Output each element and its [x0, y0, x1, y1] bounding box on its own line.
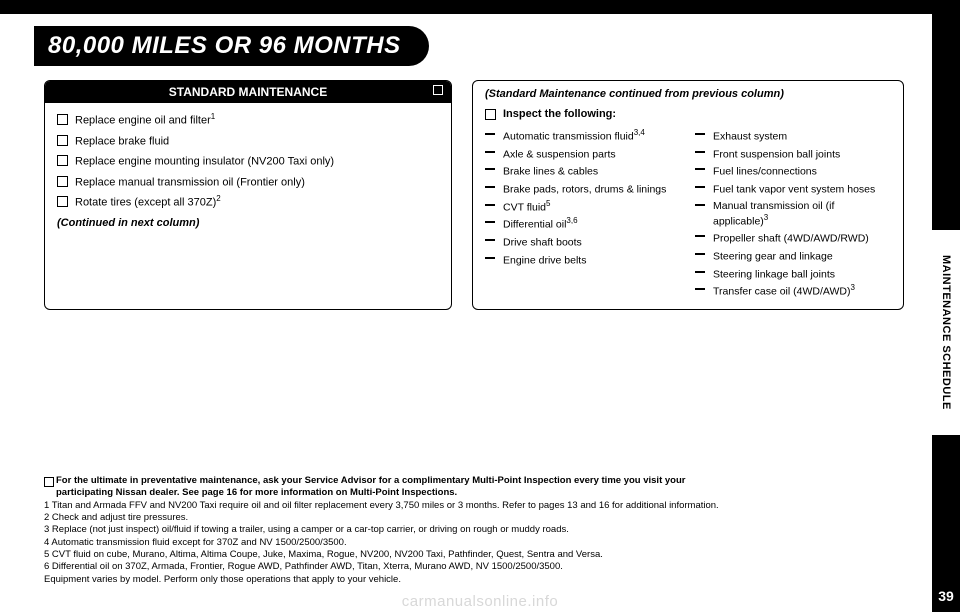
list-item: Rotate tires (except all 370Z)2 — [57, 193, 439, 212]
inspect-col1: Automatic transmission fluid3,4 Axle & s… — [485, 126, 681, 301]
item-text: Replace engine oil and filter — [75, 115, 211, 127]
list-item: Brake pads, rotors, drums & linings — [485, 181, 681, 197]
footnote: 4 Automatic transmission fluid except fo… — [44, 537, 904, 549]
item-text: Rotate tires (except all 370Z) — [75, 197, 216, 209]
inspect-box: (Standard Maintenance continued from pre… — [472, 80, 904, 310]
standard-maintenance-box: STANDARD MAINTENANCE Replace engine oil … — [44, 80, 452, 310]
list-item: Transfer case oil (4WD/AWD)3 — [695, 283, 891, 299]
list-item: Steering gear and linkage — [695, 248, 891, 264]
list-item: Fuel lines/connections — [695, 163, 891, 179]
item-text: Propeller shaft (4WD/AWD/RWD) — [713, 233, 869, 245]
list-item: Exhaust system — [695, 128, 891, 144]
footnote: 3 Replace (not just inspect) oil/fluid i… — [44, 524, 904, 536]
footnote: Equipment varies by model. Perform only … — [44, 574, 904, 586]
footnote: 1 Titan and Armada FFV and NV200 Taxi re… — [44, 500, 904, 512]
list-item: Front suspension ball joints — [695, 146, 891, 162]
item-text: Brake pads, rotors, drums & linings — [503, 183, 666, 195]
item-sup: 3 — [764, 213, 768, 222]
content-area: STANDARD MAINTENANCE Replace engine oil … — [44, 80, 904, 310]
footnote: 2 Check and adjust tire pressures. — [44, 512, 904, 524]
list-item: Differential oil3,6 — [485, 216, 681, 232]
item-sup: 2 — [216, 194, 220, 203]
footnotes: For the ultimate in preventative mainten… — [44, 475, 904, 586]
item-text: Engine drive belts — [503, 254, 586, 266]
inspect-columns: Automatic transmission fluid3,4 Axle & s… — [485, 126, 891, 301]
footnote-lead2: participating Nissan dealer. See page 16… — [44, 487, 904, 499]
item-text: Steering linkage ball joints — [713, 268, 835, 280]
item-sup: 5 — [546, 199, 550, 208]
inspect-body: (Standard Maintenance continued from pre… — [473, 81, 903, 309]
inspect-header: Inspect the following: — [485, 107, 891, 123]
footnote-lead1: For the ultimate in preventative mainten… — [44, 475, 904, 487]
list-item: Engine drive belts — [485, 252, 681, 268]
item-text: Differential oil — [503, 219, 566, 231]
list-item: Manual transmission oil (if applicable)3 — [695, 199, 891, 229]
standard-maintenance-header: STANDARD MAINTENANCE — [45, 81, 451, 103]
page-number: 39 — [935, 588, 957, 604]
footnote: 5 CVT fluid on cube, Murano, Altima, Alt… — [44, 549, 904, 561]
item-sup: 1 — [211, 112, 215, 121]
list-item: Fuel tank vapor vent system hoses — [695, 181, 891, 197]
list-item: Replace manual transmission oil (Frontie… — [57, 173, 439, 192]
list-item: Automatic transmission fluid3,4 — [485, 128, 681, 144]
item-text: Replace engine mounting insulator (NV200… — [75, 156, 334, 168]
item-text: Replace manual transmission oil (Frontie… — [75, 176, 305, 188]
list-item: Drive shaft boots — [485, 234, 681, 250]
item-text: Fuel lines/connections — [713, 166, 817, 178]
list-item: Axle & suspension parts — [485, 146, 681, 162]
item-text: Manual transmission oil (if applicable) — [713, 200, 834, 228]
right-bar: MAINTENANCE SCHEDULE 39 — [932, 0, 960, 612]
list-item: Replace brake fluid — [57, 132, 439, 151]
standard-maintenance-header-text: STANDARD MAINTENANCE — [169, 85, 327, 99]
list-item: Brake lines & cables — [485, 163, 681, 179]
inspect-col2: Exhaust system Front suspension ball joi… — [695, 126, 891, 301]
list-item: CVT fluid5 — [485, 199, 681, 215]
vertical-tab: MAINTENANCE SCHEDULE — [932, 230, 960, 435]
watermark: carmanualsonline.info — [402, 593, 558, 610]
list-item: Replace engine oil and filter1 — [57, 111, 439, 130]
item-sup: 3 — [851, 283, 855, 292]
footnote: 6 Differential oil on 370Z, Armada, Fron… — [44, 561, 904, 573]
item-text: Exhaust system — [713, 130, 787, 142]
item-text: Fuel tank vapor vent system hoses — [713, 183, 875, 195]
list-item: Steering linkage ball joints — [695, 266, 891, 282]
item-sup: 3,6 — [566, 216, 577, 225]
item-text: CVT fluid — [503, 201, 546, 213]
continued-text: (Continued in next column) — [57, 216, 439, 232]
standard-maintenance-body: Replace engine oil and filter1 Replace b… — [45, 103, 451, 240]
list-item: Replace engine mounting insulator (NV200… — [57, 152, 439, 171]
item-text: Replace brake fluid — [75, 135, 169, 147]
top-bar — [0, 0, 960, 14]
page: MAINTENANCE SCHEDULE 39 80,000 MILES OR … — [0, 0, 960, 612]
page-title: 80,000 MILES OR 96 MONTHS — [34, 26, 429, 66]
list-item: Propeller shaft (4WD/AWD/RWD) — [695, 230, 891, 246]
item-text: Transfer case oil (4WD/AWD) — [713, 286, 851, 298]
item-text: Automatic transmission fluid — [503, 130, 634, 142]
item-text: Steering gear and linkage — [713, 251, 833, 263]
item-text: Brake lines & cables — [503, 166, 598, 178]
maintenance-checklist: Replace engine oil and filter1 Replace b… — [57, 111, 439, 212]
item-text: Drive shaft boots — [503, 236, 582, 248]
item-text: Axle & suspension parts — [503, 148, 616, 160]
continued-from-text: (Standard Maintenance continued from pre… — [485, 87, 891, 103]
header-checkbox-icon — [433, 85, 443, 95]
item-text: Front suspension ball joints — [713, 148, 840, 160]
item-sup: 3,4 — [634, 128, 645, 137]
title-wrap: 80,000 MILES OR 96 MONTHS — [34, 26, 429, 66]
